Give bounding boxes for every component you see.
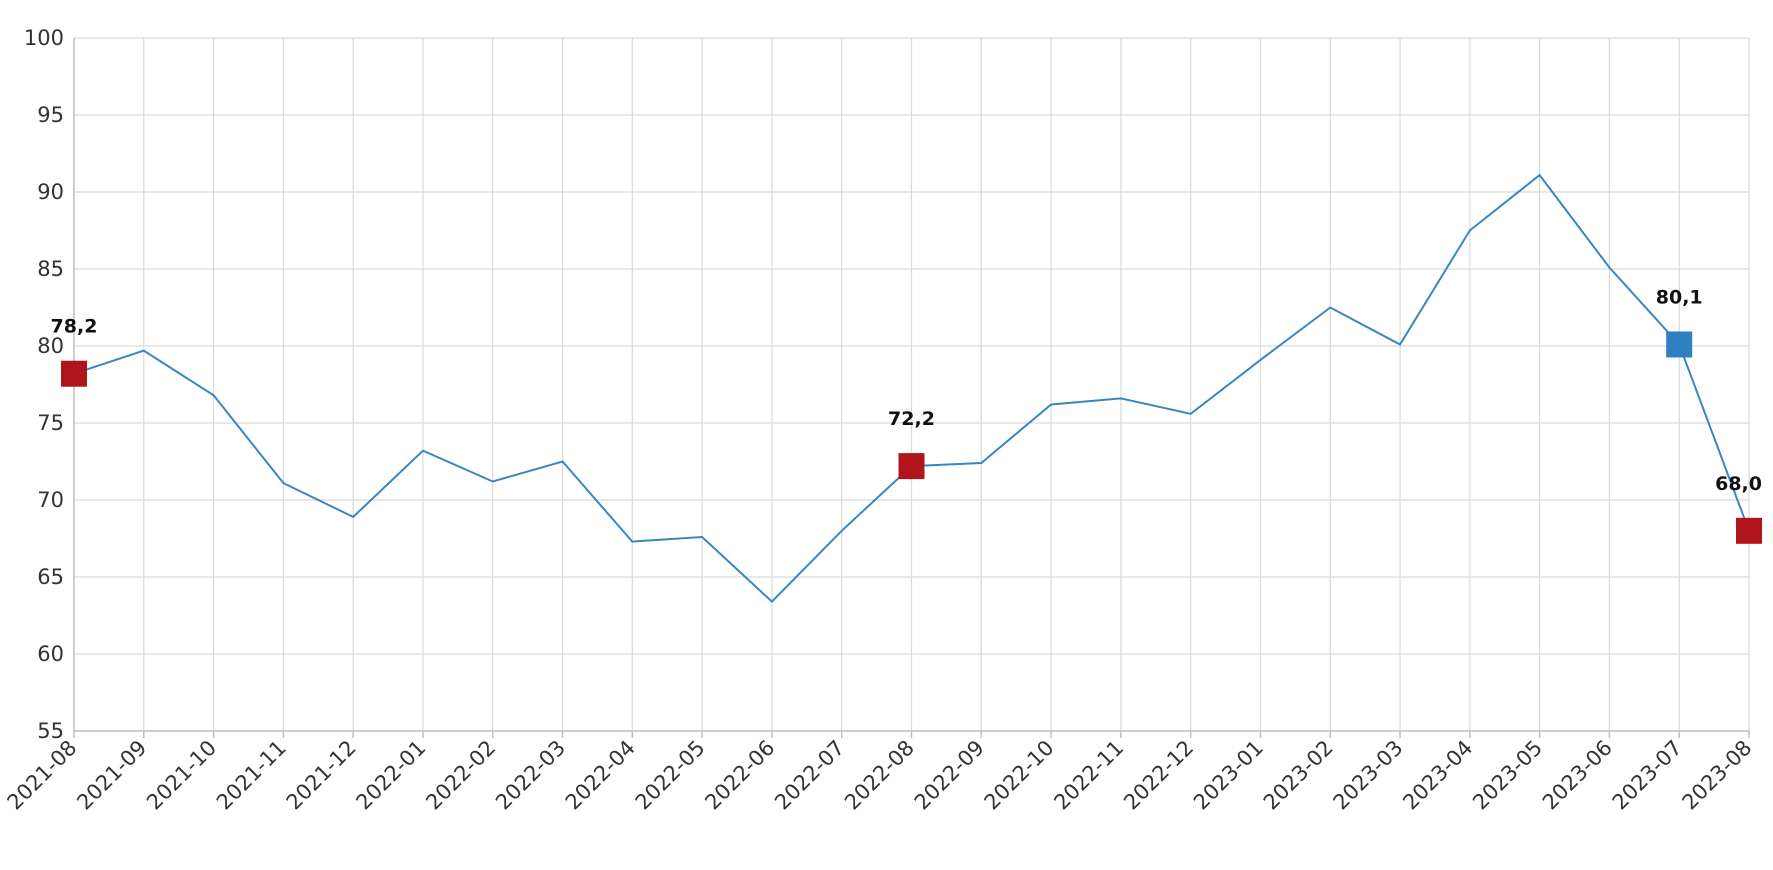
x-tick-label: 2023-06 — [1538, 736, 1617, 815]
highlight-marker — [898, 453, 925, 480]
highlight-marker — [61, 360, 87, 387]
x-tick-label: 2022-05 — [631, 736, 710, 815]
y-tick-label: 100 — [24, 26, 64, 50]
x-tick-label: 2022-09 — [910, 736, 989, 815]
x-tick-label: 2023-03 — [1329, 736, 1408, 815]
x-tick-label: 2022-03 — [491, 736, 570, 815]
x-tick-label: 2023-08 — [1678, 736, 1757, 815]
x-tick-label: 2022-12 — [1119, 736, 1198, 815]
x-tick-label: 2022-06 — [700, 736, 779, 815]
data-label: 72,2 — [888, 408, 935, 430]
x-tick-label: 2021-10 — [142, 736, 221, 815]
y-tick-label: 70 — [37, 488, 64, 512]
highlight-marker — [1666, 331, 1693, 358]
x-tick-label: 2022-02 — [421, 736, 500, 815]
y-tick-label: 55 — [37, 719, 64, 743]
x-tick-label: 2022-11 — [1049, 736, 1128, 815]
grid — [73, 37, 1750, 732]
x-tick-label: 2021-12 — [282, 736, 361, 815]
x-tick-label: 2022-08 — [840, 736, 919, 815]
x-tick-label: 2021-09 — [72, 736, 151, 815]
data-label: 68,0 — [1715, 473, 1762, 495]
data-label: 80,1 — [1656, 286, 1703, 308]
y-tick-label: 65 — [37, 565, 64, 589]
axes: 5560657075808590951002021-082021-092021-… — [3, 26, 1757, 815]
x-tick-label: 2023-05 — [1468, 736, 1547, 815]
x-tick-label: 2022-07 — [770, 736, 849, 815]
x-tick-label: 2023-01 — [1189, 736, 1268, 815]
x-tick-label: 2023-07 — [1608, 736, 1687, 815]
y-tick-label: 85 — [37, 257, 64, 281]
y-tick-label: 60 — [37, 642, 64, 666]
x-tick-label: 2021-11 — [212, 736, 291, 815]
x-tick-label: 2022-10 — [980, 736, 1059, 815]
data-label: 78,2 — [51, 316, 98, 338]
y-tick-label: 75 — [37, 411, 64, 435]
y-tick-label: 90 — [37, 180, 64, 204]
x-tick-label: 2023-04 — [1398, 736, 1477, 815]
x-tick-label: 2023-02 — [1259, 736, 1338, 815]
x-tick-label: 2022-04 — [561, 736, 640, 815]
highlight-marker — [1736, 517, 1762, 544]
y-tick-label: 80 — [37, 334, 64, 358]
y-tick-label: 95 — [37, 103, 64, 127]
highlight-markers: 78,2 72,2 80,1 68,0 — [51, 286, 1762, 544]
x-tick-label: 2021-08 — [3, 736, 82, 815]
x-tick-label: 2022-01 — [351, 736, 430, 815]
